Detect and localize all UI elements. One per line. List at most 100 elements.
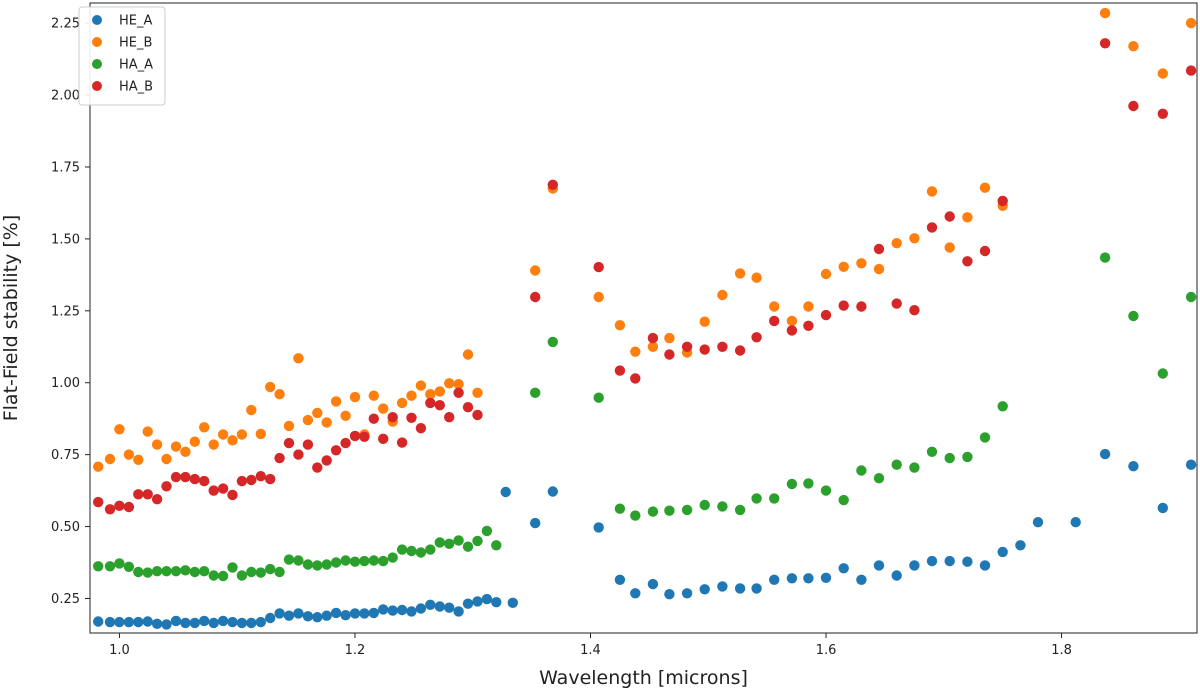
data-point [1157,68,1169,79]
data-point [434,400,445,411]
data-point [507,597,518,608]
data-point [321,610,332,621]
data-point [630,510,641,521]
data-point [481,525,493,537]
data-point [944,452,955,464]
data-point [406,412,417,423]
data-point [406,545,417,557]
y-tick-label: 1.25 [51,304,80,319]
data-point [359,431,370,442]
data-point [302,439,314,450]
data-point [142,567,153,578]
data-point [820,572,832,583]
data-point [170,471,182,483]
data-point [208,570,219,581]
data-point [93,461,104,472]
data-point [1157,368,1169,379]
data-point [349,556,361,567]
legend-item: HE_A [92,14,152,29]
data-point [340,610,351,621]
data-point [1185,17,1197,29]
x-tick-label: 1.8 [1051,643,1072,658]
data-point [293,555,304,566]
data-point [664,349,675,360]
data-point [274,389,285,400]
data-point [530,517,541,529]
data-point [681,504,693,516]
data-point [530,291,541,303]
data-point [820,268,832,280]
data-point [786,325,798,336]
data-point [425,397,436,409]
data-point [302,414,314,426]
data-point [1099,448,1111,460]
data-point [265,473,276,485]
data-point [944,555,955,567]
data-point [236,617,248,629]
data-point [368,555,379,566]
data-point [699,344,710,355]
data-point [180,471,191,483]
data-point [415,380,427,391]
data-point [803,320,814,331]
data-point [1128,100,1139,112]
data-point [838,300,849,311]
data-point [820,485,832,496]
data-point [647,332,659,344]
data-point [133,454,144,465]
data-point [227,616,238,628]
data-point [151,494,163,505]
y-tick-label: 1.75 [51,160,80,175]
data-point [208,485,219,496]
data-point [1099,252,1111,263]
data-point [359,555,370,567]
data-point [944,242,955,253]
data-point [93,496,104,508]
data-point [873,243,885,255]
legend-item: HA_B [92,80,153,95]
data-point [838,563,849,574]
data-point [1157,108,1169,120]
data-point [161,481,172,492]
data-point [962,212,973,223]
data-point [378,555,389,567]
data-point [293,449,304,460]
data-point [926,555,938,567]
data-point [151,439,163,450]
y-tick-label: 2.25 [51,17,80,32]
data-point [751,272,762,283]
data-point [349,391,361,403]
data-point [462,598,474,609]
legend: HE_A HE_B HA_A HA_B [78,6,166,106]
data-point [997,195,1008,207]
data-point [330,396,342,407]
data-point [368,390,379,401]
data-point [769,493,780,504]
data-point [415,603,427,614]
data-point [330,445,342,456]
data-point [909,305,920,316]
x-tick-label: 1.4 [580,643,601,658]
data-point [734,268,746,279]
data-point [378,403,389,414]
data-point [664,332,675,344]
data-point [500,486,511,498]
data-point [909,560,920,571]
data-point [378,604,389,615]
data-point [387,552,398,563]
data-point [1070,517,1081,528]
data-point [630,346,641,357]
data-point [962,256,973,267]
data-point [161,566,172,577]
data-point [396,604,408,616]
data-point [786,315,798,327]
data-point [359,608,370,619]
data-point [699,316,710,327]
data-point [349,430,361,442]
data-point [1128,310,1139,322]
data-point [962,556,973,567]
data-point [217,483,229,494]
data-point [189,473,200,485]
x-tick-label: 1.6 [816,643,837,658]
y-tick-label: 1.50 [51,232,80,247]
